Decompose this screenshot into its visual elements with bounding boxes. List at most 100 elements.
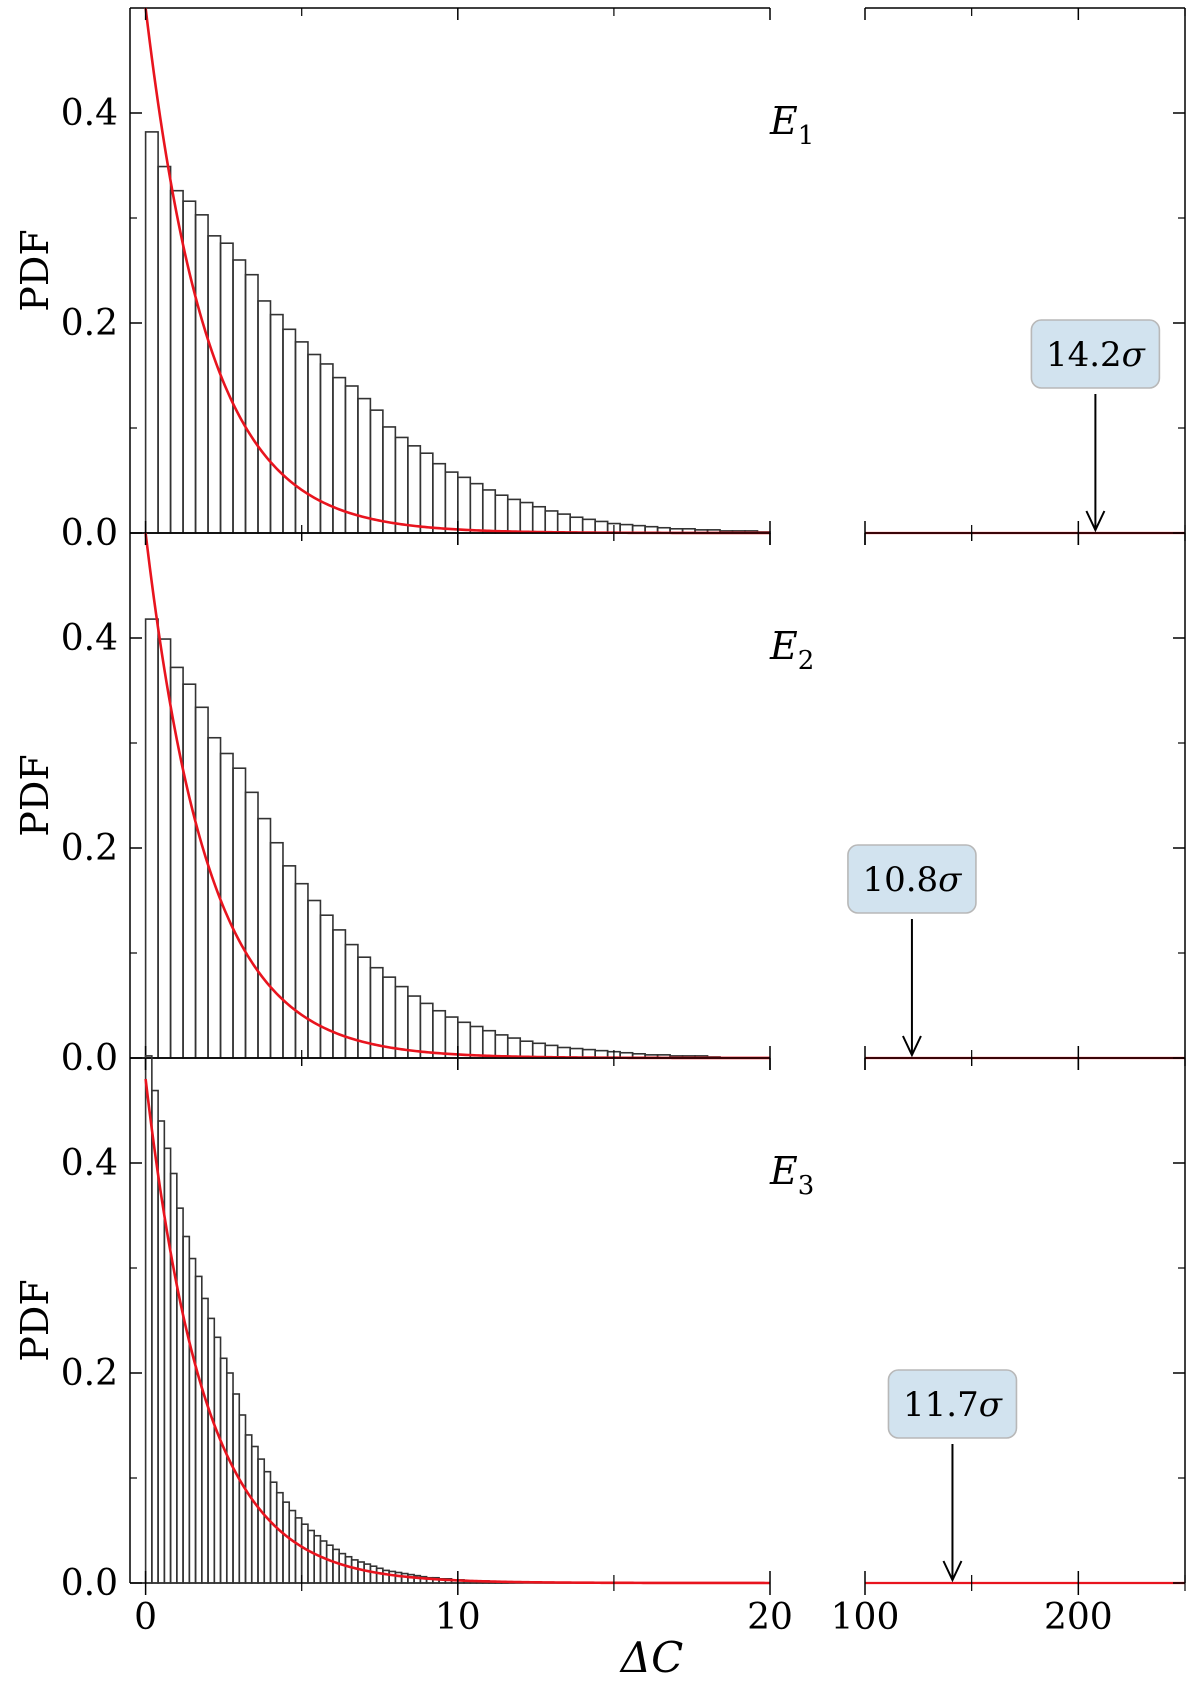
histogram-bar bbox=[250, 1445, 259, 1584]
histogram-bar bbox=[144, 1055, 153, 1584]
histogram-bar bbox=[432, 462, 447, 534]
x-axis-label: ΔC bbox=[619, 1633, 683, 1682]
annotation-arrow-head bbox=[942, 1560, 963, 1583]
histogram-bars bbox=[144, 1055, 509, 1584]
histogram-bar bbox=[332, 929, 347, 1059]
annotation-arrow-head bbox=[1085, 510, 1106, 533]
histogram-bar bbox=[394, 1571, 403, 1584]
histogram-bar bbox=[282, 1501, 291, 1584]
histogram-bar bbox=[407, 995, 422, 1059]
histogram-bar bbox=[519, 501, 534, 534]
histogram-bar bbox=[232, 1393, 241, 1584]
histogram-bar bbox=[444, 1016, 459, 1059]
histogram-bars bbox=[144, 618, 721, 1059]
histogram-bar bbox=[394, 985, 409, 1059]
histogram-bar bbox=[188, 1257, 197, 1584]
histogram-bar bbox=[238, 1414, 247, 1584]
histogram-bar bbox=[207, 1317, 216, 1584]
significance-value: 14.2 bbox=[1046, 335, 1122, 375]
significance-sigma: σ bbox=[979, 1385, 1003, 1425]
panel-label-subscript: 1 bbox=[798, 121, 815, 151]
histogram-bar bbox=[225, 1372, 234, 1584]
fit-curve bbox=[144, 7, 770, 535]
histogram-bar bbox=[556, 513, 571, 534]
significance-badge bbox=[847, 844, 977, 914]
panel-label-base: E bbox=[769, 1149, 798, 1193]
y-tick-label: 0.2 bbox=[61, 303, 118, 344]
histogram-bar bbox=[357, 397, 372, 534]
histogram-bar bbox=[469, 1025, 484, 1059]
histogram-bar bbox=[307, 1529, 315, 1584]
histogram-bar bbox=[213, 1336, 222, 1584]
histogram-bar bbox=[282, 328, 297, 534]
histogram-bar bbox=[407, 445, 422, 534]
histogram-bar bbox=[182, 1235, 191, 1584]
histogram-bar bbox=[207, 235, 222, 534]
histogram-bar bbox=[494, 1034, 509, 1059]
histogram-bar bbox=[325, 1544, 334, 1584]
panel-label: E3 bbox=[769, 1149, 814, 1201]
histogram-bar bbox=[288, 1509, 297, 1584]
histogram-bars bbox=[144, 131, 771, 534]
histogram-bar bbox=[388, 1570, 397, 1584]
histogram-bar bbox=[157, 165, 172, 534]
x-tick-label: 20 bbox=[747, 1597, 793, 1638]
histogram-bar bbox=[581, 518, 596, 534]
y-tick-label: 0.0 bbox=[61, 1038, 118, 1079]
panels-group: 0.00.20.4PDFE114.2σ0.00.20.4PDFE210.8σ0.… bbox=[13, 7, 1186, 1638]
y-tick-label: 0.4 bbox=[61, 618, 118, 659]
histogram-bar bbox=[457, 476, 472, 534]
significance-label: 14.2σ bbox=[1046, 335, 1146, 375]
histogram-bar bbox=[176, 1207, 184, 1584]
histogram-bar bbox=[350, 1559, 359, 1584]
histogram-bar bbox=[481, 489, 497, 534]
x-tick-label: 10 bbox=[435, 1597, 481, 1638]
histogram-bar bbox=[344, 1555, 353, 1584]
histogram-bar bbox=[394, 436, 409, 534]
histogram-bar bbox=[382, 1569, 390, 1584]
y-tick-label: 0.2 bbox=[61, 1353, 118, 1394]
histogram-bar bbox=[569, 516, 584, 534]
histogram-bar bbox=[544, 510, 559, 534]
significance-sigma: σ bbox=[1122, 335, 1146, 375]
panel-2: 0.0 0.2 0.4 PDF E2 10.8σ bbox=[13, 532, 1186, 1079]
significance-badge bbox=[887, 1369, 1018, 1439]
histogram-bar bbox=[269, 841, 284, 1059]
right-x-tick-label: 100 bbox=[831, 1597, 900, 1638]
histogram-bar bbox=[232, 259, 247, 534]
histogram-bar bbox=[194, 1275, 203, 1584]
y-axis-label: PDF bbox=[13, 754, 57, 836]
histogram-bar bbox=[294, 341, 309, 534]
histogram-bar bbox=[382, 426, 397, 534]
histogram-bar bbox=[369, 409, 384, 534]
histogram-bar bbox=[313, 1534, 322, 1584]
histogram-bar bbox=[307, 353, 322, 534]
histogram-bar bbox=[244, 1434, 253, 1584]
histogram-bar bbox=[219, 1357, 228, 1584]
histogram-bar bbox=[294, 1517, 303, 1584]
histogram-bar bbox=[432, 1009, 447, 1059]
histogram-bar bbox=[400, 1572, 409, 1584]
histogram-bar bbox=[469, 482, 484, 534]
histogram-bar bbox=[257, 300, 272, 534]
histogram-bar bbox=[319, 1540, 328, 1584]
histogram-bar bbox=[144, 618, 159, 1059]
histogram-bar bbox=[201, 1297, 209, 1584]
histogram-bar bbox=[444, 471, 459, 534]
histogram-bar bbox=[375, 1567, 384, 1584]
y-tick-label: 0.4 bbox=[61, 1143, 118, 1184]
histogram-bar bbox=[244, 273, 259, 534]
significance-sigma: σ bbox=[938, 860, 962, 900]
histogram-bar bbox=[169, 666, 184, 1059]
panel-1: 0.0 0.2 0.4 PDF E1 14.2σ bbox=[13, 7, 1186, 554]
y-axis-label: PDF bbox=[13, 1279, 57, 1361]
panel-label-base: E bbox=[769, 624, 798, 668]
histogram-bar bbox=[307, 899, 322, 1059]
histogram-bar bbox=[332, 1548, 340, 1584]
histogram-bar bbox=[363, 1563, 372, 1584]
histogram-bar bbox=[369, 1565, 378, 1584]
right-x-tick-label: 200 bbox=[1044, 1597, 1113, 1638]
histogram-bar bbox=[419, 452, 434, 534]
y-tick-label: 0.4 bbox=[61, 93, 118, 134]
